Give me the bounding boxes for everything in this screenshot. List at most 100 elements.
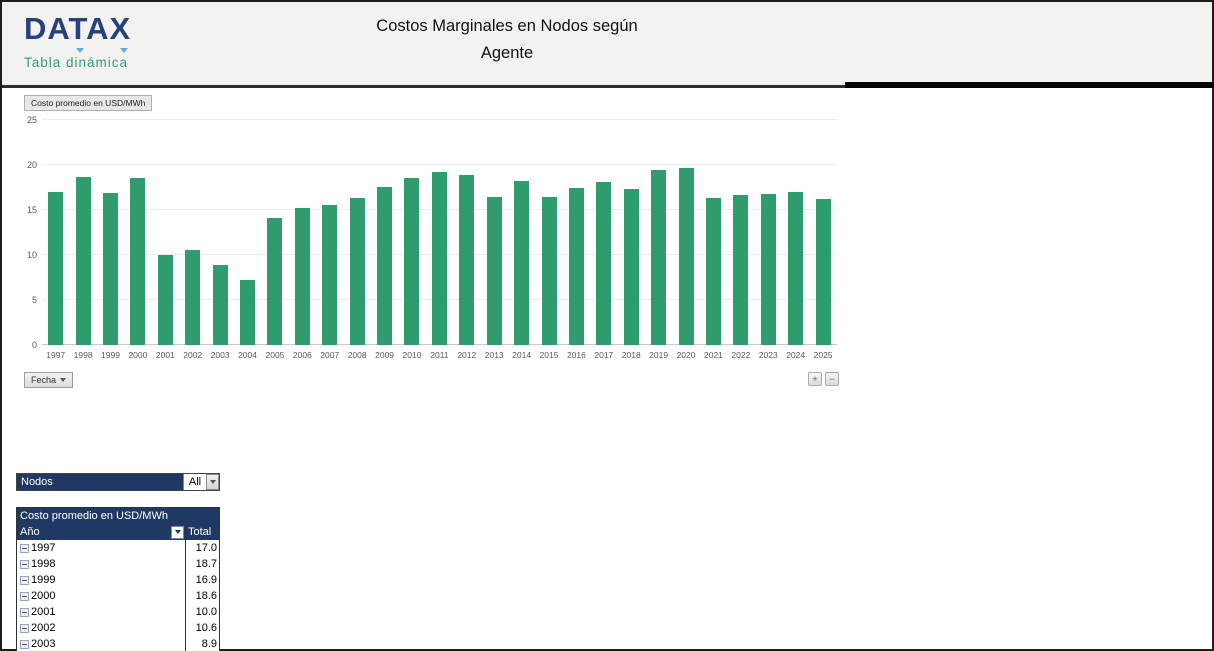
bar-2000 [130, 177, 146, 345]
chart-expand-collapse-group: + − [808, 372, 839, 386]
bar-slot [234, 280, 261, 345]
logo-subtitle: Tabla dinámica [24, 55, 129, 70]
x-axis-tick-label: 2009 [375, 350, 395, 360]
chevron-down-icon [209, 480, 216, 484]
x-axis-tick-label: 1999 [101, 350, 120, 360]
pivot-table: Costo promedio en USD/MWh Año Total 1997… [16, 507, 220, 651]
expand-field-button[interactable]: + [808, 372, 822, 386]
bar-slot [343, 198, 370, 345]
bar-1997 [48, 192, 64, 345]
x-axis-tick-label: 2011 [430, 350, 449, 360]
bar-slot [481, 196, 508, 345]
bar-2024 [788, 192, 804, 345]
bar-2010 [404, 177, 420, 345]
x-axis-tick-label: 1997 [46, 350, 66, 360]
bar-2023 [760, 193, 776, 345]
collapse-row-icon[interactable] [20, 575, 29, 585]
row-year-label: 2002 [31, 622, 56, 634]
bar-slot [453, 174, 480, 345]
bar-slot [809, 199, 836, 345]
row-filter-dropdown-button[interactable] [171, 525, 184, 539]
bar-slot [755, 193, 782, 345]
bar-2015 [541, 197, 557, 345]
row-total-value: 18.7 [185, 556, 219, 572]
table-row: 2000 18.6 [17, 588, 219, 604]
x-axis-tick-label: 2003 [210, 350, 230, 360]
x-axis-tick-label: 2018 [621, 350, 641, 360]
bar-slot [206, 264, 233, 345]
header-divider-thick [845, 82, 1214, 88]
chevron-down-icon [60, 378, 67, 382]
row-year-label: 2000 [31, 590, 56, 602]
table-row: 1999 16.9 [17, 572, 219, 588]
collapse-field-button[interactable]: − [825, 372, 839, 386]
y-axis-tick-label: 5 [31, 295, 37, 305]
y-axis-tick-label: 20 [26, 160, 37, 170]
bar-slot [371, 186, 398, 345]
row-total-value: 10.6 [185, 620, 219, 636]
x-axis-tick-label: 2000 [128, 350, 148, 360]
bar-2001 [157, 255, 173, 345]
x-axis-tick-label: 2004 [238, 350, 257, 360]
collapse-row-icon[interactable] [20, 607, 29, 617]
axis-field-label: Fecha [31, 375, 57, 385]
bar-slot [782, 192, 809, 345]
collapse-row-icon[interactable] [20, 559, 29, 569]
bar-1998 [75, 176, 91, 345]
y-axis-tick-label: 25 [26, 115, 37, 125]
logo-accent-icon [76, 48, 84, 53]
row-year-label: 1999 [31, 574, 56, 586]
row-total-value: 18.6 [185, 588, 219, 604]
x-axis-tick-label: 2013 [484, 350, 504, 360]
filter-selected-value: All [183, 474, 206, 490]
bar-2014 [514, 181, 530, 345]
title-line-1: Costos Marginales en Nodos según [376, 17, 638, 35]
bar-2004 [240, 280, 256, 345]
chart-x-axis-labels: 1997 1998 1999 2000 2001 2002 2003 2004 2005 2006… [42, 350, 837, 360]
row-total-value: 17.0 [185, 540, 219, 556]
collapse-row-icon[interactable] [20, 639, 29, 649]
x-axis-tick-label: 2002 [183, 350, 203, 360]
bar-2012 [459, 174, 475, 345]
bar-2006 [294, 208, 310, 345]
x-axis-tick-label: 1998 [73, 350, 93, 360]
bar-slot [508, 181, 535, 345]
bar-slot [618, 189, 645, 345]
x-axis-tick-label: 2020 [676, 350, 696, 360]
bar-2017 [596, 182, 612, 345]
logo-text: DATAX [24, 11, 132, 46]
row-header-label: Año [20, 526, 40, 538]
x-axis-tick-label: 2005 [265, 350, 285, 360]
bar-2003 [212, 264, 228, 345]
bar-slot [42, 192, 69, 345]
gridline [42, 164, 837, 165]
chart-value-field-button[interactable]: Costo promedio en USD/MWh [24, 95, 153, 111]
page-title: Costos Marginales en Nodos según Agente [2, 13, 1012, 67]
collapse-row-icon[interactable] [20, 623, 29, 633]
pivot-table-title: Costo promedio en USD/MWh [17, 508, 185, 524]
collapse-row-icon[interactable] [20, 591, 29, 601]
filter-dropdown-button[interactable] [206, 474, 219, 490]
row-total-value: 8.9 [185, 636, 219, 651]
x-axis-tick-label: 2021 [703, 350, 723, 360]
bar-slot [563, 187, 590, 345]
x-axis-tick-label: 2017 [594, 350, 614, 360]
chart-axis-field-button[interactable]: Fecha [24, 372, 74, 388]
collapse-row-icon[interactable] [20, 543, 29, 553]
filter-label: Nodos [17, 474, 183, 490]
bar-series [42, 120, 837, 345]
bar-2020 [678, 167, 694, 345]
datax-logo: DATAX Tabla dinámica [24, 11, 132, 71]
bar-slot [261, 218, 288, 345]
nodos-filter: Nodos All [16, 473, 220, 491]
bar-2009 [377, 186, 393, 345]
bar-2025 [815, 199, 831, 345]
row-year-label: 1997 [31, 542, 56, 554]
x-axis-tick-label: 2023 [758, 350, 778, 360]
report-header: DATAX Tabla dinámica Costos Marginales e… [2, 2, 1212, 85]
bar-2002 [185, 249, 201, 345]
bar-slot [398, 177, 425, 345]
bar-2022 [733, 194, 749, 345]
y-axis-tick-label: 0 [31, 340, 37, 350]
